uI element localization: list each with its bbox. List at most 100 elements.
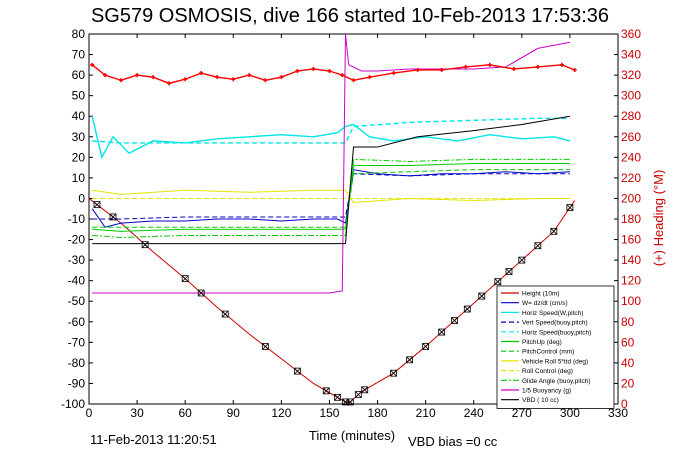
y-tick-label: -60 bbox=[68, 315, 86, 329]
y-right-tick-label: 320 bbox=[621, 68, 641, 82]
series-line-7 bbox=[92, 189, 570, 204]
depth-marker bbox=[505, 268, 513, 276]
depth-marker-cross bbox=[518, 256, 526, 264]
depth-marker bbox=[390, 369, 397, 377]
depth-marker-cross bbox=[494, 278, 502, 285]
series-line-11 bbox=[92, 115, 570, 245]
depth-marker bbox=[550, 227, 558, 235]
depth-marker bbox=[322, 387, 330, 395]
x-tick-label: 240 bbox=[464, 406, 484, 420]
y-tick-label: -40 bbox=[68, 274, 86, 288]
depth-marker bbox=[463, 305, 471, 313]
y-right-tick-label: 80 bbox=[621, 315, 635, 329]
depth-marker bbox=[197, 289, 205, 297]
y-right-tick-label: 140 bbox=[621, 253, 641, 267]
depth-marker-cross bbox=[478, 292, 486, 300]
y-tick-label: 20 bbox=[72, 150, 86, 164]
x-tick-label: 120 bbox=[271, 406, 291, 420]
depth-marker-cross bbox=[197, 289, 205, 297]
x-tick-label: 60 bbox=[179, 406, 193, 420]
depth-marker bbox=[451, 317, 458, 324]
y-right-tick-label: 360 bbox=[621, 27, 641, 41]
depth-marker bbox=[566, 204, 574, 212]
y-tick-label: -80 bbox=[68, 356, 86, 370]
x-tick-label: 330 bbox=[608, 406, 628, 420]
series-line-2 bbox=[91, 116, 571, 160]
y-right-tick-label: 260 bbox=[621, 130, 641, 144]
legend-entry-label: PitchUp (deg) bbox=[522, 339, 562, 346]
y-tick-label: 0 bbox=[78, 191, 85, 205]
y-right-tick-label: 340 bbox=[621, 48, 641, 62]
legend-entry-label: Height (10m) bbox=[522, 291, 560, 298]
series-heading bbox=[91, 64, 575, 85]
depth-marker-cross bbox=[181, 275, 189, 282]
depth-marker bbox=[93, 201, 101, 209]
depth-marker-cross bbox=[361, 386, 369, 394]
legend-entry-label: VBD ( 10 cc) bbox=[522, 397, 559, 404]
x-tick-label: 30 bbox=[130, 406, 144, 420]
depth-marker-cross bbox=[322, 387, 330, 395]
x-tick-label: 270 bbox=[512, 406, 532, 420]
y-tick-label: -70 bbox=[68, 335, 86, 349]
series-line-9 bbox=[92, 158, 570, 239]
y-right-tick-label: 40 bbox=[621, 356, 635, 370]
legend-box bbox=[496, 285, 615, 409]
depth-marker bbox=[342, 398, 349, 406]
y-right-tick-label: 180 bbox=[621, 212, 641, 226]
legend-entry-label: Horiz Speed(W,pitch) bbox=[522, 310, 583, 317]
y-tick-label: 70 bbox=[72, 48, 86, 62]
y-right-tick-label: 120 bbox=[621, 274, 641, 288]
y-tick-label: 30 bbox=[72, 130, 86, 144]
depth-marker-cross bbox=[334, 394, 341, 401]
y-tick-label: -30 bbox=[68, 253, 86, 267]
depth-marker bbox=[109, 213, 117, 221]
depth-marker bbox=[534, 242, 542, 250]
y-right-tick-label: 280 bbox=[621, 109, 641, 123]
depth-marker-cross bbox=[406, 356, 413, 364]
y-tick-label: -50 bbox=[68, 294, 86, 308]
legend-entry-label: 1/5 Buoyancy (g) bbox=[522, 388, 571, 395]
depth-marker bbox=[293, 367, 301, 375]
legend-entry-label: PitchControl (mm) bbox=[522, 349, 574, 356]
x-tick-label: 0 bbox=[86, 406, 93, 420]
y-tick-label: -100 bbox=[61, 397, 85, 411]
y-right-tick-label: 20 bbox=[621, 376, 635, 390]
depth-marker bbox=[361, 386, 369, 394]
y-right-tick-label: 100 bbox=[621, 294, 641, 308]
legend-entry-label: Vert Speed(buoy,pitch) bbox=[522, 320, 588, 327]
legend-entry-label: Roll Control (deg) bbox=[522, 368, 573, 375]
x-tick-label: 90 bbox=[227, 406, 241, 420]
y-tick-label: 50 bbox=[72, 89, 86, 103]
depth-marker bbox=[334, 393, 341, 401]
depth-marker-cross bbox=[109, 213, 117, 221]
depth-marker bbox=[478, 292, 486, 300]
y-right-tick-label: 200 bbox=[621, 191, 641, 205]
depth-marker-cross bbox=[422, 343, 429, 350]
x-tick-label: 210 bbox=[416, 406, 436, 420]
y-tick-label: 80 bbox=[72, 27, 86, 41]
y-tick-label: -90 bbox=[68, 376, 86, 390]
y-right-tick-label: 0 bbox=[621, 397, 628, 411]
y-tick-label: 40 bbox=[72, 109, 86, 123]
depth-marker-cross bbox=[294, 367, 301, 375]
depth-marker-cross bbox=[221, 310, 229, 318]
y-tick-label: 10 bbox=[72, 171, 86, 185]
y-right-tick-label: 60 bbox=[621, 335, 635, 349]
y-tick-label: -20 bbox=[68, 233, 86, 247]
depth-marker bbox=[181, 275, 189, 283]
y-right-tick-label: 160 bbox=[621, 233, 641, 247]
y-tick-label: 60 bbox=[72, 68, 86, 82]
y-right-tick-label: 240 bbox=[621, 150, 641, 164]
depth-marker bbox=[494, 278, 502, 286]
depth-marker-cross bbox=[93, 201, 101, 208]
depth-marker-cross bbox=[505, 268, 513, 275]
depth-marker bbox=[422, 343, 430, 350]
depth-marker bbox=[406, 356, 414, 364]
depth-marker bbox=[346, 398, 354, 406]
x-tick-label: 300 bbox=[560, 406, 580, 420]
legend-entry-label: Vehicle Roll 5*ttd (deg) bbox=[522, 358, 588, 365]
legend-entry-label: Horiz Speed(buoy,pitch) bbox=[522, 329, 591, 336]
depth-marker-cross bbox=[355, 391, 362, 398]
right-axis-label: (+) Heading (°M) bbox=[651, 170, 666, 267]
